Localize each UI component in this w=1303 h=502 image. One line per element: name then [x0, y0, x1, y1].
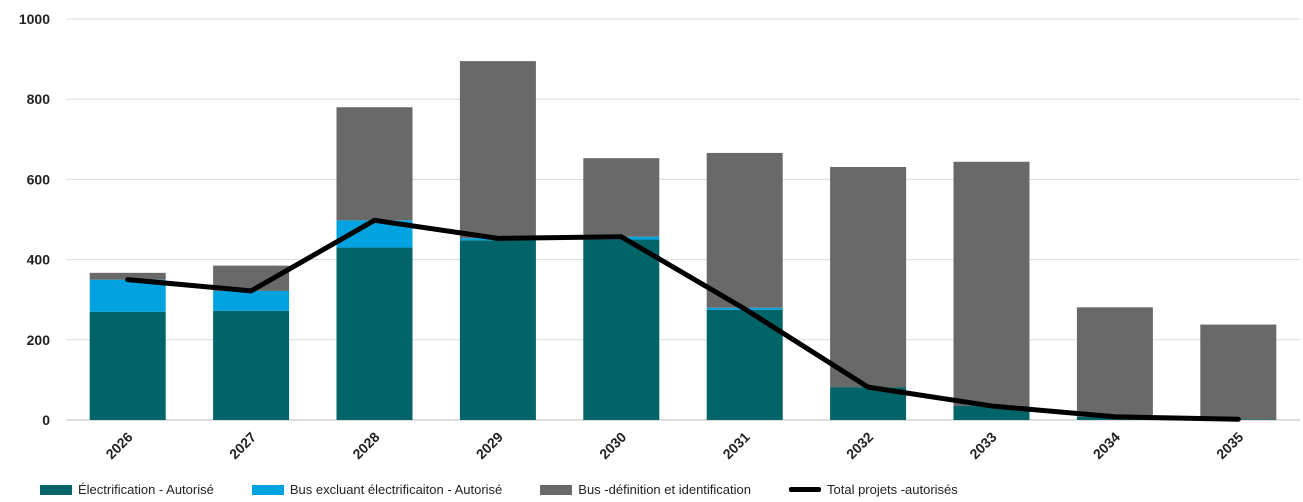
x-tick-label: 2035 [1213, 429, 1246, 462]
bars [89, 61, 1277, 420]
x-tick-label: 2033 [966, 429, 999, 462]
legend-label-total: Total projets -autorisés [827, 482, 958, 497]
legend-label-bus-excluant: Bus excluant électrificaiton - Autorisé [289, 482, 503, 497]
bar-segment-1 [89, 279, 166, 312]
bar-segment-0 [213, 310, 290, 420]
bar-segment-0 [583, 239, 660, 420]
legend-swatch-bus-excluant [251, 484, 284, 495]
legend-swatch-total [789, 487, 821, 492]
legend-item-bus-definition: Bus -définition et identification [540, 482, 751, 497]
y-tick-label: 200 [27, 332, 51, 348]
bar-segment-2 [459, 61, 536, 239]
legend-swatch-bus-definition [540, 484, 573, 495]
x-tick-label: 2032 [843, 429, 876, 462]
bar-segment-0 [89, 311, 166, 420]
legend-label-bus-definition: Bus -définition et identification [578, 482, 751, 497]
x-tick-label: 2029 [473, 429, 506, 462]
x-tick-label: 2034 [1090, 429, 1123, 462]
x-axis-ticks: 2026 2027 2028 2029 2030 2031 2032 2033 2034 2035 [102, 429, 1246, 462]
y-tick-label: 0 [42, 412, 50, 428]
bar-segment-2 [830, 166, 907, 388]
total-line [125, 217, 1241, 422]
legend-item-bus-excluant: Bus excluant électrificaiton - Autorisé [251, 482, 503, 497]
y-axis-ticks: 0 200 400 600 800 1000 [19, 11, 50, 428]
bar-segment-0 [336, 247, 413, 420]
bar-segment-2 [583, 158, 660, 237]
bar-segment-1 [213, 290, 290, 311]
legend: Électrification - Autorisé Bus excluant … [40, 482, 996, 497]
y-tick-label: 800 [27, 91, 51, 107]
bar-segment-2 [89, 272, 166, 280]
x-tick-label: 2027 [226, 429, 259, 462]
legend-item-total: Total projets -autorisés [789, 482, 958, 497]
bar-segment-0 [459, 240, 536, 420]
bar-segment-2 [1076, 307, 1153, 417]
bar-segment-2 [336, 107, 413, 221]
bar-segment-2 [1200, 324, 1277, 420]
bar-segment-2 [706, 152, 783, 308]
y-tick-label: 1000 [19, 11, 50, 27]
x-tick-label: 2030 [596, 429, 629, 462]
legend-item-electrification: Électrification - Autorisé [40, 482, 214, 497]
x-tick-label: 2031 [719, 429, 752, 462]
legend-swatch-electrification [40, 484, 72, 495]
total-line-group [125, 217, 1241, 422]
bar-segment-0 [706, 309, 783, 420]
x-tick-label: 2028 [349, 429, 382, 462]
legend-label-electrification: Électrification - Autorisé [78, 482, 214, 497]
y-tick-label: 400 [27, 252, 51, 268]
x-tick-label: 2026 [102, 429, 135, 462]
y-tick-label: 600 [27, 171, 51, 187]
bar-segment-2 [953, 161, 1030, 406]
